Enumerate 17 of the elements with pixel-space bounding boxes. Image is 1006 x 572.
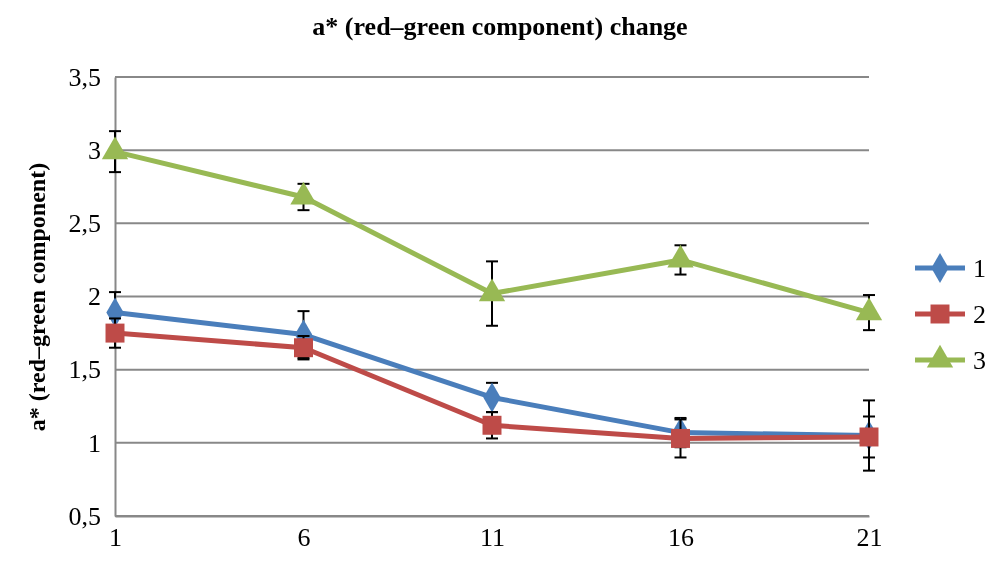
y-tick-label: 2,5 — [68, 209, 101, 239]
y-tick-label: 1,5 — [68, 355, 101, 385]
y-tick-label: 3,5 — [68, 62, 101, 92]
x-tick-label: 21 — [856, 523, 883, 553]
chart-title: a* (red–green component) change — [312, 12, 688, 41]
x-tick-label: 6 — [297, 523, 311, 553]
y-axis-title: a* (red–green component) — [24, 162, 50, 432]
y-tick-label: 3 — [88, 135, 101, 165]
y-tick-label: 0,5 — [68, 501, 101, 531]
x-tick-label: 1 — [109, 523, 122, 553]
x-tick-label: 11 — [479, 523, 506, 553]
legend-label: 3 — [973, 346, 986, 375]
y-tick-label: 2 — [88, 282, 101, 312]
y-tick-label: 1 — [88, 428, 101, 458]
x-tick-label: 16 — [668, 523, 694, 553]
legend-label: 1 — [973, 254, 986, 283]
legend-label: 2 — [973, 300, 986, 329]
